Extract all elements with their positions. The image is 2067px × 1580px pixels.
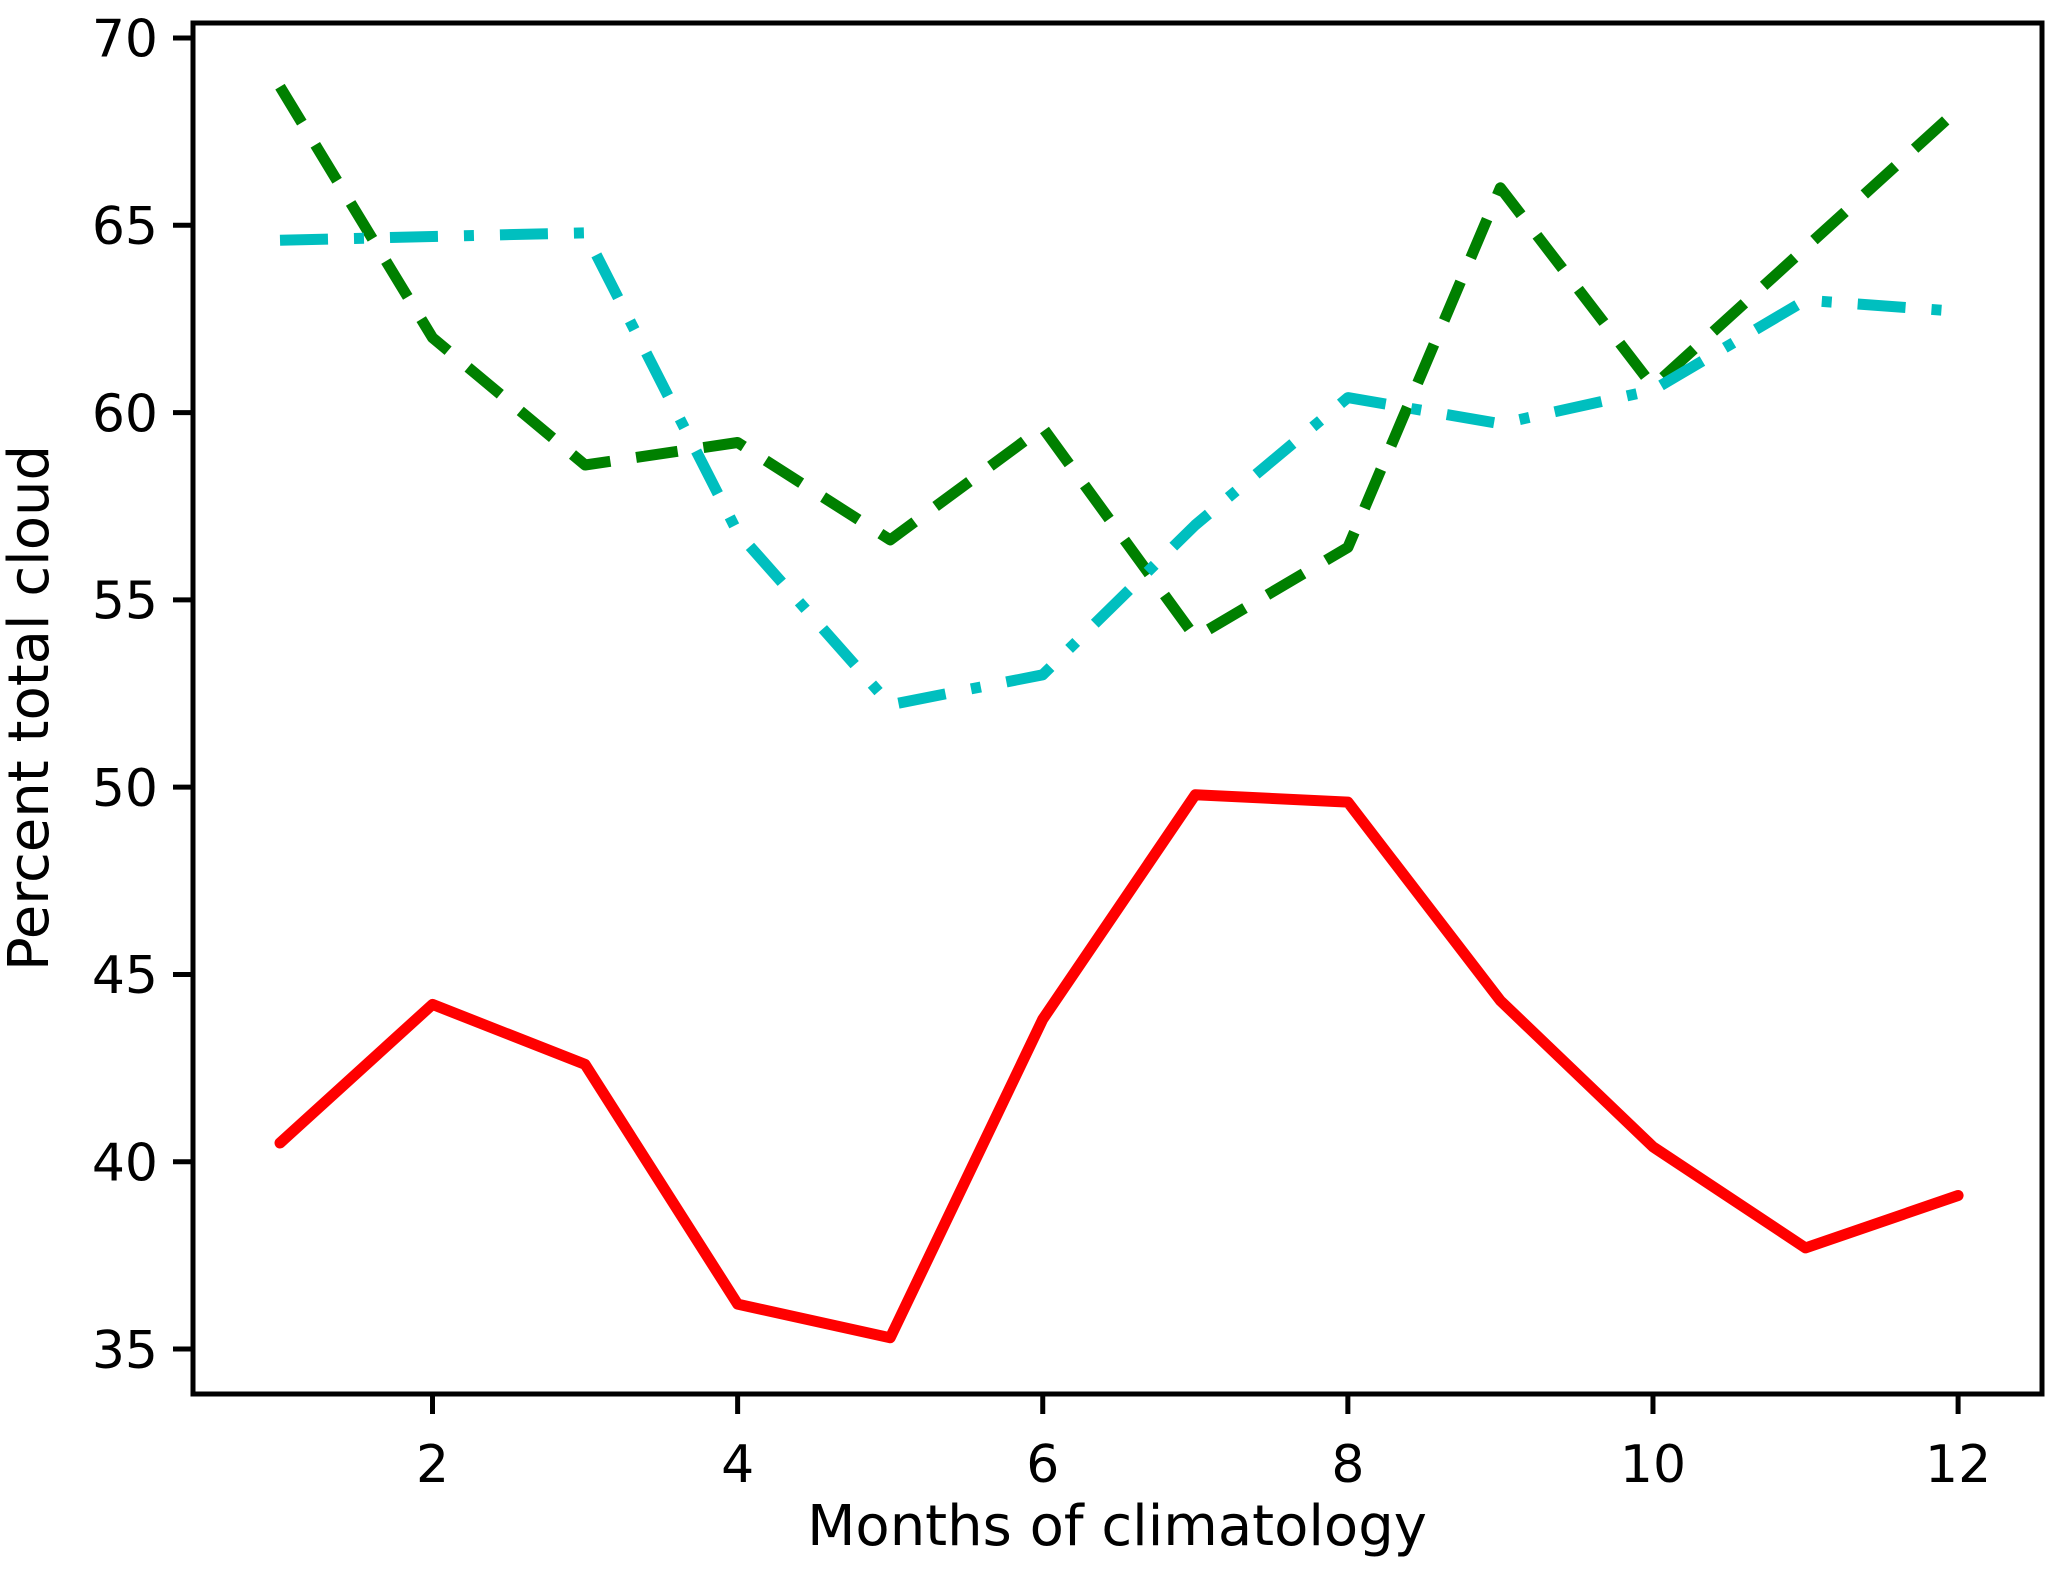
x-tick-label: 2 (416, 1435, 449, 1495)
y-tick-label: 55 (92, 572, 158, 632)
x-tick-label: 12 (1925, 1435, 1991, 1495)
y-tick-label: 40 (92, 1133, 158, 1193)
y-tick-label: 45 (92, 946, 158, 1006)
x-tick-label: 10 (1620, 1435, 1686, 1495)
y-tick-label: 35 (92, 1321, 158, 1381)
axes-spines (190, 20, 2045, 1397)
x-tick-label: 8 (1331, 1435, 1364, 1495)
y-tick-label: 60 (92, 384, 158, 444)
series-total-cloud-green-dashed (275, 83, 1962, 643)
x-tick-label: 4 (721, 1435, 754, 1495)
plot-area (193, 23, 2042, 1394)
series-total-cloud-red-solid (274, 789, 1964, 1344)
y-axis-title: Percent total cloud (0, 445, 62, 971)
x-tick-label: 6 (1026, 1435, 1059, 1495)
y-tick-label: 50 (92, 759, 158, 819)
series-total-cloud-cyan-dashdot (279, 227, 1959, 711)
y-tick-label: 65 (92, 197, 158, 257)
x-axis-title: Months of climatology (807, 1494, 1427, 1559)
y-tick-label: 70 (92, 10, 158, 70)
